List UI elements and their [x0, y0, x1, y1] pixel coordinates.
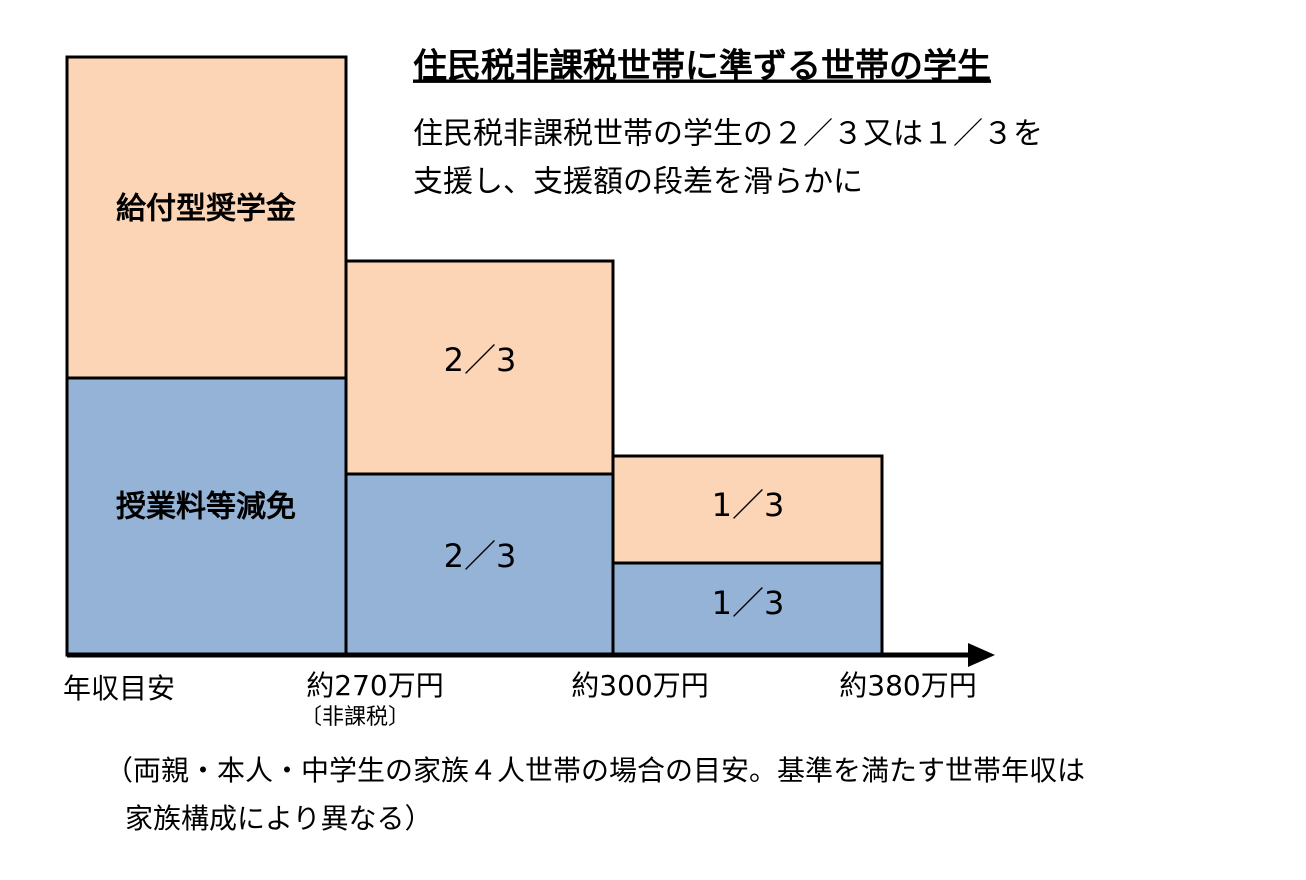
axis-arrow	[968, 643, 995, 667]
block-lower	[344, 472, 615, 657]
block-label: 1／3	[712, 486, 785, 524]
axis-label: 年収目安	[63, 672, 175, 705]
footnote: 家族構成により異なる）	[125, 802, 432, 835]
axis-tick-label: 約380万円	[839, 669, 976, 702]
block-upper	[344, 259, 615, 476]
block-label: 給付型奨学金	[116, 192, 297, 227]
footnote: （両親・本人・中学生の家族４人世帯の場合の目安。基準を満たす世帯年収は	[105, 754, 1085, 787]
block-label: 2／3	[444, 341, 517, 379]
block-lower	[611, 561, 884, 657]
block-label: 授業料等減免	[116, 490, 296, 525]
title: 住民税非課税世帯に準ずる世帯の学生	[413, 47, 991, 87]
axis-tick-label: 約270万円	[306, 669, 443, 702]
description: 住民税非課税世帯の学生の２／３又は１／３を	[413, 117, 1043, 152]
axis-tick-label: 約300万円	[571, 669, 708, 702]
block-label: 2／3	[444, 537, 517, 575]
axis-tick-note: 〔非課税〕	[300, 705, 410, 730]
block-lower	[65, 376, 348, 657]
block-upper	[65, 55, 348, 380]
block-label: 1／3	[712, 584, 785, 622]
description: 支援し、支援額の段差を滑らかに	[413, 165, 863, 200]
